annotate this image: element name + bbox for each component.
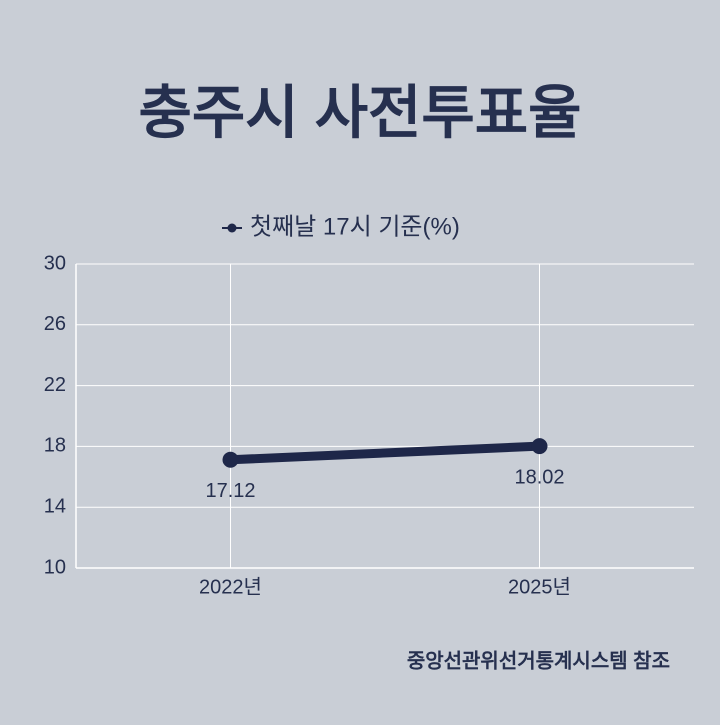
data-line <box>226 441 544 465</box>
y-tick-label: 18 <box>44 435 66 457</box>
legend-label: 첫째날 17시 기준(%) <box>250 213 460 240</box>
y-tick-label: 10 <box>44 556 66 578</box>
y-tick-label: 14 <box>44 495 66 517</box>
x-tick-label: 2025년 <box>508 575 571 598</box>
chart-title: 충주시 사전투표율 <box>139 80 582 145</box>
data-point <box>531 438 548 455</box>
source-note: 중앙선관위선거통계시스템 참조 <box>407 649 670 672</box>
y-tick-label: 26 <box>44 313 66 335</box>
data-label: 17.12 <box>205 480 255 502</box>
data-label: 18.02 <box>514 466 564 488</box>
x-tick-label: 2022년 <box>199 575 262 598</box>
legend-marker <box>227 223 237 233</box>
y-tick-label: 22 <box>44 374 66 396</box>
y-tick-label: 30 <box>44 252 66 274</box>
data-point <box>222 451 239 468</box>
